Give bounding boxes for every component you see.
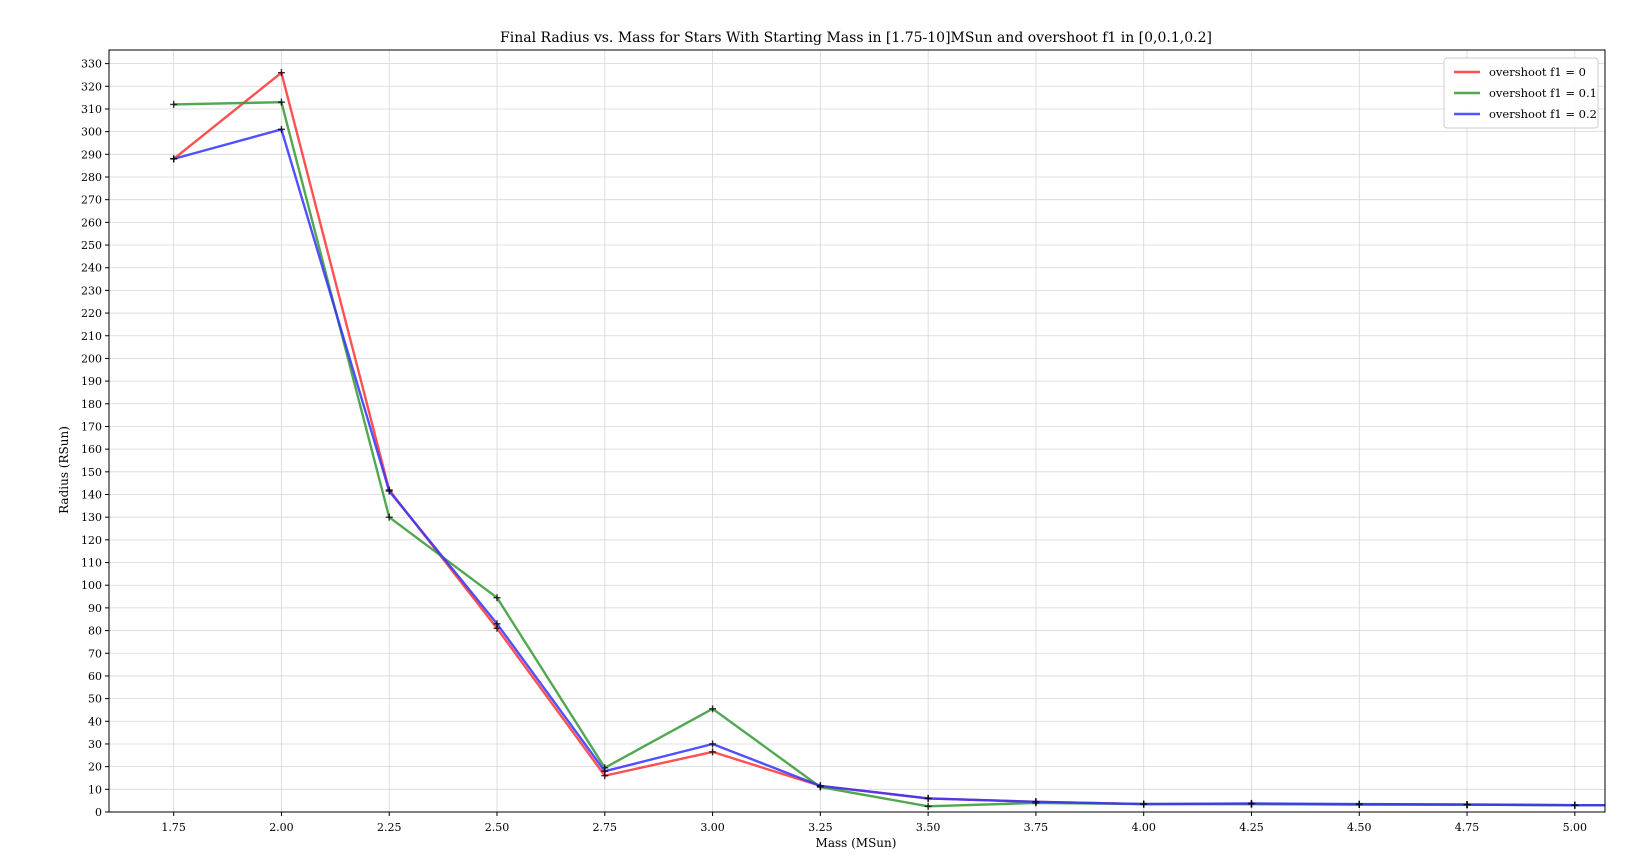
plot-frame <box>108 49 1606 813</box>
data-point-marker <box>709 705 717 713</box>
x-tick-label: 2.25 <box>377 821 402 834</box>
y-tick-label: 280 <box>81 171 102 184</box>
data-point-marker <box>1463 801 1471 809</box>
axis-ticks: 0 10 20 30 40 50 60 70 80 90 100 110 120 130 140 150 160… <box>81 58 1587 834</box>
x-tick-label: 3.75 <box>1024 821 1049 834</box>
data-point-marker <box>170 100 178 108</box>
data-point-marker <box>1247 799 1255 807</box>
legend: overshoot f1 = 0 overshoot f1 = 0.1 oversh… <box>1443 57 1599 129</box>
y-tick-label: 190 <box>81 375 102 388</box>
x-tick-label: 4.00 <box>1131 821 1156 834</box>
gridlines <box>109 50 1605 813</box>
chart-title: Final Radius vs. Mass for Stars With Sta… <box>500 30 1212 46</box>
y-axis-label: Radius (RSun) <box>57 426 71 514</box>
series-2 <box>170 125 1605 809</box>
y-tick-label: 140 <box>81 489 102 502</box>
y-tick-label: 330 <box>81 58 102 71</box>
data-point-marker <box>1571 801 1579 809</box>
y-tick-label: 110 <box>81 557 102 570</box>
series-line-1 <box>173 100 1605 808</box>
y-tick-label: 40 <box>88 715 102 728</box>
series-line-0 <box>172 71 1605 807</box>
series-1 <box>170 98 1605 810</box>
data-point-marker <box>924 802 932 810</box>
y-tick-label: 160 <box>81 443 102 456</box>
legend-item-1: overshoot f1 = 0.1 <box>1454 86 1597 100</box>
y-tick-label: 260 <box>81 216 102 229</box>
y-tick-label: 90 <box>88 602 102 615</box>
data-point-marker <box>277 125 285 133</box>
y-tick-label: 80 <box>88 625 102 638</box>
x-tick-label: 2.50 <box>485 821 510 834</box>
y-tick-label: 130 <box>81 511 102 524</box>
y-tick-label: 0 <box>95 806 102 819</box>
y-tick-label: 240 <box>81 262 102 275</box>
data-point-marker <box>493 594 501 602</box>
data-point-marker <box>170 155 178 163</box>
y-tick-label: 70 <box>88 647 102 660</box>
data-point-marker <box>385 487 393 495</box>
data-point-marker <box>601 767 609 775</box>
y-tick-label: 220 <box>81 307 102 320</box>
y-tick-label: 210 <box>81 330 102 343</box>
legend-item-2: overshoot f1 = 0.2 <box>1454 107 1597 121</box>
x-tick-label: 2.75 <box>593 821 618 834</box>
x-axis-label: Mass (MSun) <box>816 836 897 850</box>
data-point-marker <box>816 782 824 790</box>
y-tick-label: 10 <box>88 783 102 796</box>
y-tick-label: 60 <box>88 670 102 683</box>
y-tick-label: 320 <box>81 80 102 93</box>
y-tick-label: 30 <box>88 738 102 751</box>
x-tick-label: 3.25 <box>808 821 833 834</box>
data-point-marker <box>277 98 285 106</box>
series-layer <box>170 69 1605 810</box>
x-tick-label: 1.75 <box>161 821 186 834</box>
legend-item-0: overshoot f1 = 0 <box>1454 65 1586 79</box>
y-tick-label: 20 <box>88 761 102 774</box>
y-tick-label: 230 <box>81 284 102 297</box>
data-point-marker <box>1355 800 1363 808</box>
x-tick-label: 5.00 <box>1563 821 1588 834</box>
y-tick-label: 310 <box>81 103 102 116</box>
data-point-marker <box>709 748 717 756</box>
x-tick-label: 3.00 <box>700 821 725 834</box>
data-point-marker <box>277 69 285 77</box>
legend-label-0: overshoot f1 = 0 <box>1489 65 1586 79</box>
y-tick-label: 120 <box>81 534 102 547</box>
data-point-marker <box>385 513 393 521</box>
y-tick-label: 180 <box>81 398 102 411</box>
x-tick-label: 3.50 <box>916 821 941 834</box>
y-tick-label: 50 <box>88 693 102 706</box>
data-point-marker <box>709 740 717 748</box>
y-tick-label: 100 <box>81 579 102 592</box>
legend-label-2: overshoot f1 = 0.2 <box>1489 107 1597 121</box>
y-tick-label: 290 <box>81 148 102 161</box>
y-tick-label: 150 <box>81 466 102 479</box>
y-tick-label: 170 <box>81 420 102 433</box>
x-tick-label: 4.50 <box>1347 821 1372 834</box>
x-tick-label: 2.00 <box>269 821 294 834</box>
y-tick-label: 250 <box>81 239 102 252</box>
data-point-marker <box>493 620 501 628</box>
data-point-marker <box>924 794 932 802</box>
y-tick-label: 200 <box>81 352 102 365</box>
x-tick-label: 4.25 <box>1239 821 1264 834</box>
series-0 <box>170 69 1605 809</box>
y-tick-label: 300 <box>81 126 102 139</box>
series-line-2 <box>173 128 1605 807</box>
data-point-marker <box>1140 800 1148 808</box>
data-point-marker <box>1032 798 1040 806</box>
y-tick-label: 270 <box>81 194 102 207</box>
legend-label-1: overshoot f1 = 0.1 <box>1489 86 1597 100</box>
x-tick-label: 4.75 <box>1455 821 1480 834</box>
legend-box <box>1443 57 1599 129</box>
